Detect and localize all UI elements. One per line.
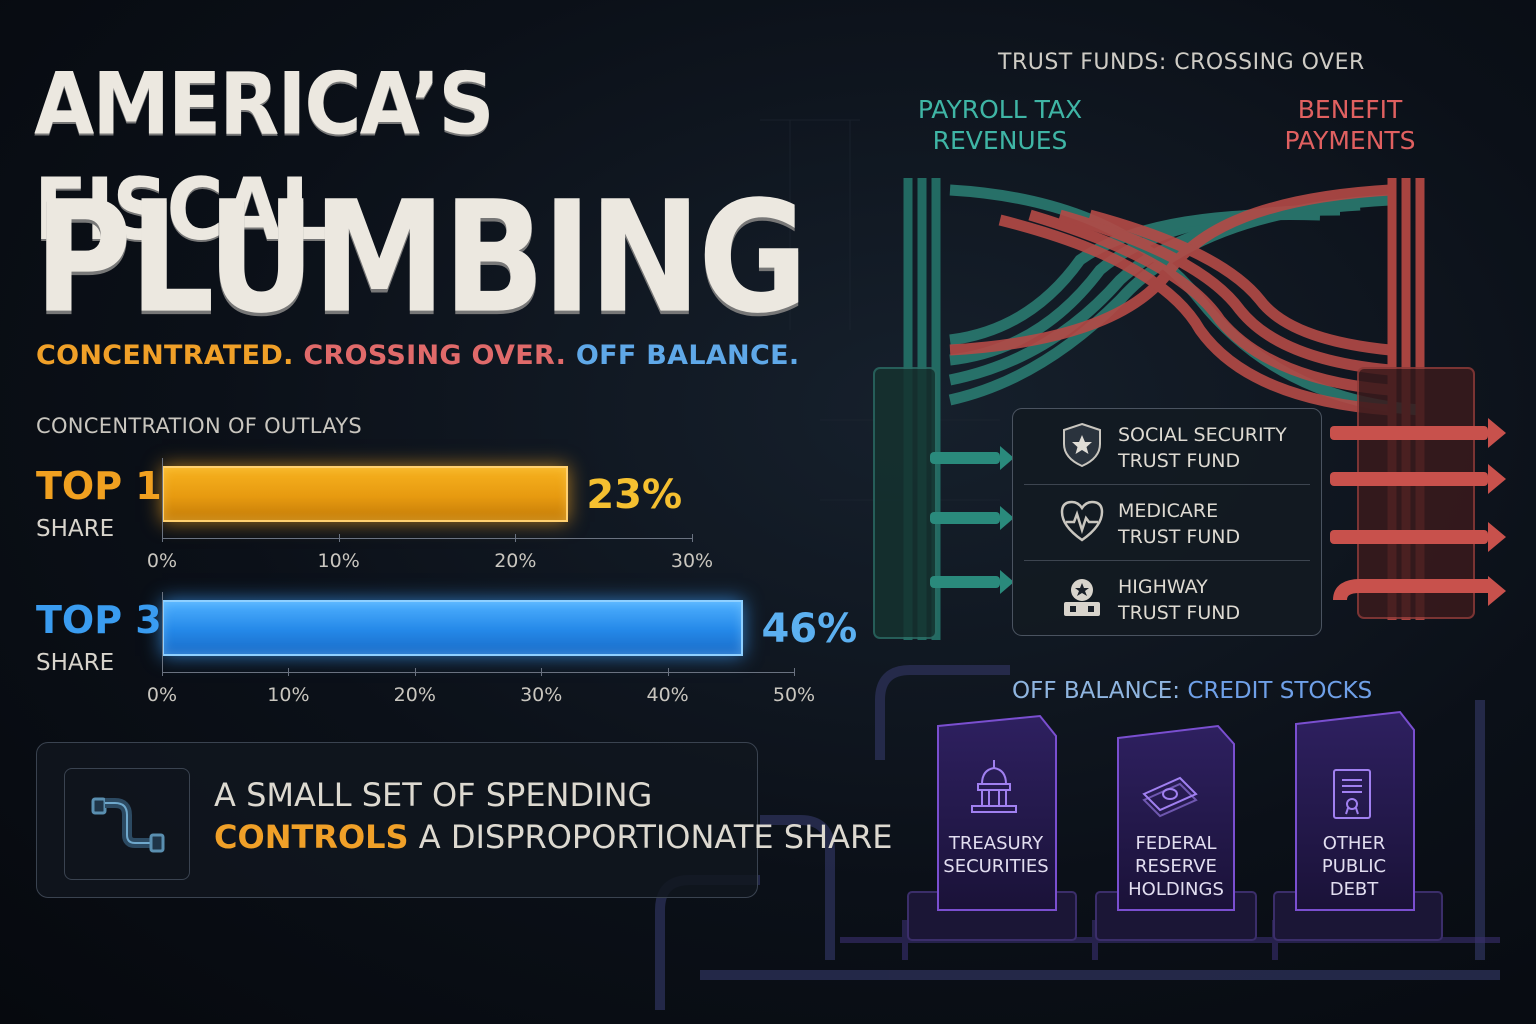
- x-tick-label: 20%: [494, 550, 537, 572]
- fund-line1: SOCIAL SECURITY: [1118, 424, 1287, 446]
- fund-line1: HIGHWAY: [1118, 576, 1208, 598]
- off-balance-title-part1: OFF BALANCE:: [1012, 678, 1181, 704]
- bar-top1: [162, 466, 569, 522]
- document-icon: [1333, 769, 1371, 819]
- callout-line1: A SMALL SET OF SPENDING: [214, 776, 653, 814]
- block-line2: DEBT: [1329, 879, 1379, 900]
- tagline: CONCENTRATED. CROSSING OVER. OFF BALANCE…: [36, 340, 799, 371]
- money-icon: [1142, 776, 1198, 818]
- x-tick-label: 20%: [393, 684, 436, 706]
- bar1-value-label: 23%: [586, 472, 683, 518]
- fund-highway: HIGHWAY TRUST FUND: [1118, 574, 1240, 626]
- block-other-public-debt: OTHER PUBLIC DEBT: [1290, 832, 1418, 901]
- y-axis-line: [162, 592, 163, 672]
- benefit-line2: PAYMENTS: [1284, 126, 1416, 155]
- block-line2: SECURITIES: [943, 856, 1049, 877]
- fund-line1: MEDICARE: [1118, 500, 1219, 522]
- tagline-off-balance: OFF BALANCE.: [575, 340, 800, 371]
- shield-star-icon: [1063, 422, 1101, 468]
- x-tick-label: 50%: [772, 684, 816, 706]
- capitol-icon: [971, 760, 1017, 813]
- block-line2: RESERVE: [1135, 856, 1217, 877]
- pipe-icon: [64, 768, 190, 880]
- x-tick-mark: [338, 534, 340, 542]
- benefit-line1: BENEFIT: [1297, 95, 1403, 124]
- off-balance-title: OFF BALANCE: CREDIT STOCKS: [1012, 678, 1372, 704]
- payroll-line1: PAYROLL TAX: [917, 95, 1083, 124]
- x-tick-mark: [667, 668, 669, 676]
- x-axis-line: [162, 538, 692, 539]
- block-federal-reserve-holdings: FEDERAL RESERVE HOLDINGS: [1118, 832, 1234, 901]
- page-title-line2: PLUMBING: [34, 168, 808, 348]
- payroll-line2: REVENUES: [932, 126, 1068, 155]
- x-tick-mark: [692, 534, 693, 542]
- x-tick-mark: [515, 534, 517, 542]
- callout-line2: CONTROLS A DISPROPORTIONATE SHARE: [214, 818, 892, 856]
- bar1-sublabel: SHARE: [36, 516, 115, 542]
- x-tick-label: 0%: [146, 550, 178, 572]
- x-tick-label: 10%: [317, 550, 360, 572]
- block-line1: TREASURY: [948, 833, 1044, 854]
- fund-line2: TRUST FUND: [1118, 602, 1241, 624]
- fund-divider: [1024, 560, 1310, 561]
- bar1-label: TOP 1: [36, 464, 162, 508]
- fund-social-security: SOCIAL SECURITY TRUST FUND: [1118, 422, 1287, 474]
- y-axis-line: [162, 458, 163, 538]
- x-axis-line: [162, 672, 794, 673]
- block-line1: OTHER PUBLIC: [1321, 833, 1387, 877]
- highway-icon: [1064, 579, 1100, 616]
- fund-line2: TRUST FUND: [1118, 526, 1241, 548]
- page-title-line1: AMERICA’S FISCAL: [34, 55, 495, 260]
- off-balance-title-part2: CREDIT STOCKS: [1187, 678, 1373, 704]
- x-tick-mark: [794, 668, 795, 676]
- callout-highlight: CONTROLS: [214, 818, 409, 856]
- heart-pulse-icon: [1060, 500, 1104, 542]
- tagline-crossing-over: CROSSING OVER.: [303, 340, 567, 371]
- trust-funds-title: TRUST FUNDS: CROSSING OVER: [998, 50, 1365, 75]
- bar2-label: TOP 3: [36, 598, 162, 642]
- bar2-value-label: 46%: [761, 606, 858, 652]
- x-tick-mark: [414, 668, 416, 676]
- callout-rest: A DISPROPORTIONATE SHARE: [418, 818, 893, 856]
- tagline-concentrated: CONCENTRATED.: [36, 340, 294, 371]
- fund-divider: [1024, 484, 1310, 485]
- block-line1: FEDERAL: [1135, 833, 1217, 854]
- bar-top3: [162, 600, 744, 656]
- payroll-tax-label: PAYROLL TAX REVENUES: [900, 94, 1100, 156]
- x-tick-mark: [288, 668, 290, 676]
- x-tick-mark: [162, 668, 163, 676]
- block-line3: HOLDINGS: [1128, 879, 1224, 900]
- block-treasury-securities: TREASURY SECURITIES: [938, 832, 1054, 878]
- x-tick-mark: [162, 534, 163, 542]
- chart-title: CONCENTRATION OF OUTLAYS: [36, 414, 363, 438]
- x-tick-label: 40%: [646, 684, 689, 706]
- fund-medicare: MEDICARE TRUST FUND: [1118, 498, 1240, 550]
- x-tick-label: 10%: [267, 684, 310, 706]
- x-tick-label: 0%: [146, 684, 178, 706]
- benefit-payments-label: BENEFIT PAYMENTS: [1250, 94, 1450, 156]
- fund-line2: TRUST FUND: [1118, 450, 1241, 472]
- x-tick-label: 30%: [520, 684, 563, 706]
- x-tick-mark: [541, 668, 543, 676]
- bar2-sublabel: SHARE: [36, 650, 115, 676]
- x-tick-label: 30%: [670, 550, 714, 572]
